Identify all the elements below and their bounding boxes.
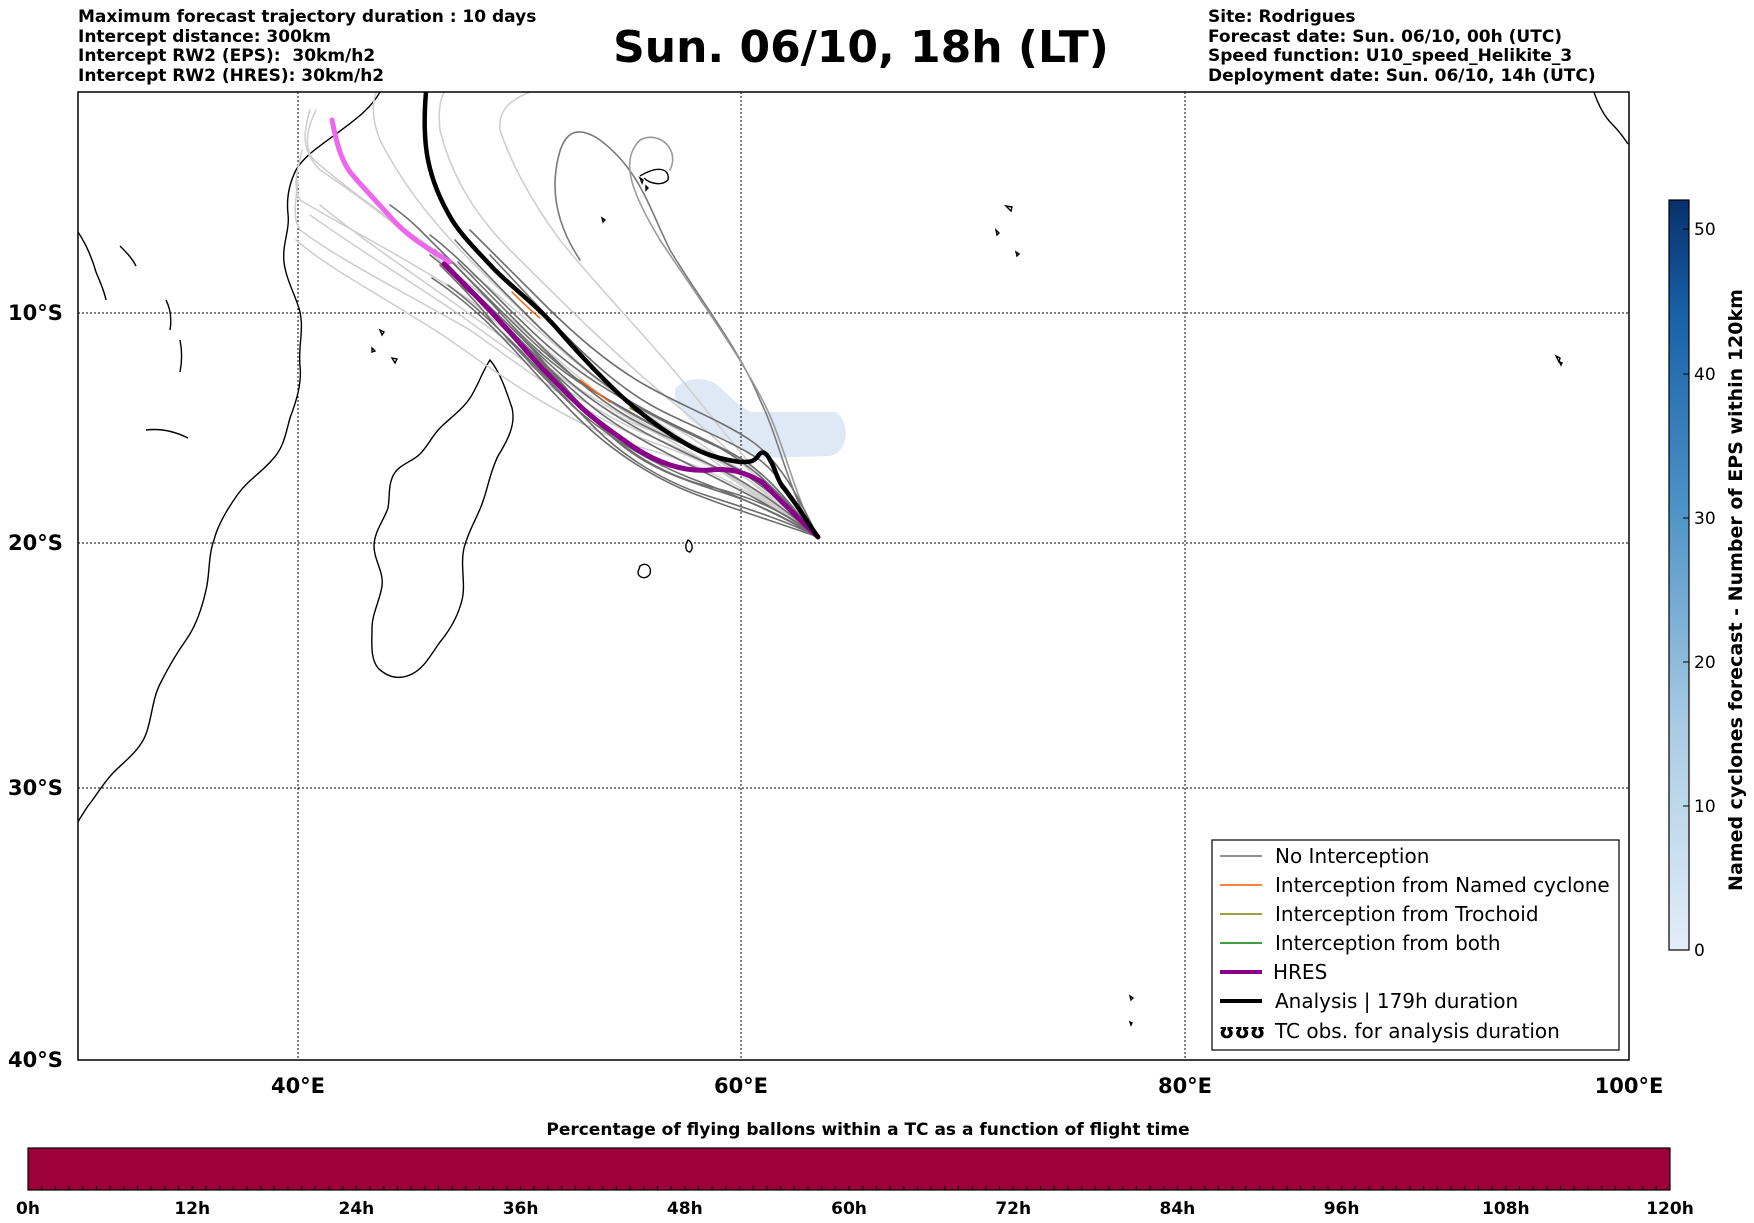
header-right-line: Site: Rodrigues [1208,7,1356,27]
colorbar-fill [1668,199,1690,951]
lat-label: 40°S [8,1048,63,1072]
lon-label: 60°E [714,1074,768,1098]
legend-label: Interception from Named cyclone [1275,873,1610,897]
mauritius-reunion [637,539,693,579]
trajectory-light [295,239,819,538]
trajectory-light [372,92,819,538]
africa-coastline [78,92,381,823]
lon-label: 40°E [271,1074,325,1098]
header-right-line: Speed function: U10_speed_Helikite_3 [1208,46,1573,66]
legend-label: Interception from both [1275,931,1501,955]
timebar-tick-label: 60h [831,1199,867,1219]
trajectory-light [319,204,819,538]
timebar-fill [27,1147,1671,1191]
map-frame [77,91,1630,1061]
timebar-tick-label: 84h [1160,1199,1196,1219]
lat-label: 10°S [8,301,63,325]
header-left-line: Intercept RW2 (HRES): 30km/h2 [78,65,385,86]
trajectory [479,299,819,538]
timebar-tick-label: 96h [1324,1199,1360,1219]
trajectory-light [499,92,819,538]
timebar-tick-label: 24h [339,1199,375,1219]
colorbar-tick: 0 [1694,941,1705,961]
trajectory-loop [628,136,819,538]
timebar-tick-label: 0h [16,1199,40,1219]
colorbar-tick: 10 [1694,797,1716,817]
timebar-tick-label: 12h [174,1199,210,1219]
flight-time-bar: Percentage of flying ballons within a TC… [16,1120,1694,1219]
madagascar-north-atolls [639,168,669,185]
trajectory-named-cyclone [511,291,611,403]
legend-label: Analysis | 179h duration [1275,989,1518,1013]
header-left-line: Intercept distance: 300km [78,26,331,47]
chagos-islands [1554,354,1563,367]
legend-label: TC obs. for analysis duration [1274,1019,1560,1043]
legend-label: Interception from Trochoid [1275,902,1539,926]
page-title: Sun. 06/10, 18h (LT) [613,22,1109,73]
seychelles [600,176,1021,258]
legend: No Interception Interception from Named … [1211,839,1620,1051]
hres-trajectory [441,261,821,540]
coastlines [78,92,1629,1027]
header-right-line: Deployment date: Sun. 06/10, 14h (UTC) [1208,65,1596,86]
timebar-tick-label: 120h [1646,1199,1694,1219]
lon-label: 100°E [1595,1074,1664,1098]
legend-label: HRES [1273,960,1327,984]
maldives-north [1593,92,1629,145]
timebar-tick-label: 48h [667,1199,703,1219]
timebar-tick-label: 108h [1482,1199,1530,1219]
analysis-trajectory [422,92,821,540]
colorbar-tick: 40 [1694,365,1716,385]
colorbar-tick: 20 [1694,653,1716,673]
comoros-islands [371,328,399,365]
east-africa-inner [78,231,189,439]
rodrigues-area [1128,994,1135,1027]
trajectory [429,234,819,538]
legend-label: No Interception [1275,844,1429,868]
zanzibar-pemba [119,245,183,373]
header-right-line: Forecast date: Sun. 06/10, 00h (UTC) [1208,26,1563,47]
colorbar-tick: 50 [1694,220,1716,240]
graticule [78,92,1629,1060]
trajectory-light [304,109,819,538]
timebar-tick-label: 72h [995,1199,1031,1219]
trajectory [447,284,819,538]
trajectory [431,277,819,538]
lat-label: 20°S [8,531,63,555]
cyclone-forecast-patch [674,379,846,458]
trajectory-loop [554,131,819,538]
colorbar-title: Named cyclones forecast - Number of EPS … [1725,289,1747,891]
trajectory [469,229,819,538]
legend-box [1211,839,1620,1051]
lat-label: 30°S [8,776,63,800]
lon-label: 80°E [1158,1074,1212,1098]
colorbar-tick: 30 [1694,509,1716,529]
header-left-line: Maximum forecast trajectory duration : 1… [78,7,537,27]
hres-trajectory-faded [329,117,453,265]
header-info-left: Maximum forecast trajectory duration : 1… [78,7,537,86]
header-info-right: Site: Rodrigues Forecast date: Sun. 06/1… [1208,7,1596,86]
header-left-line: Intercept RW2 (EPS): 30km/h2 [78,46,376,66]
map-area [78,92,1629,1060]
cyclone-colorbar: 0 10 20 30 40 50 Named cyclones forecast… [1668,199,1747,961]
madagascar-coastline [371,358,514,679]
timebar-title: Percentage of flying ballons within a TC… [546,1120,1189,1140]
tc-obs-symbol: ʊʊʊ [1219,1019,1265,1043]
timebar-tick-label: 36h [503,1199,539,1219]
